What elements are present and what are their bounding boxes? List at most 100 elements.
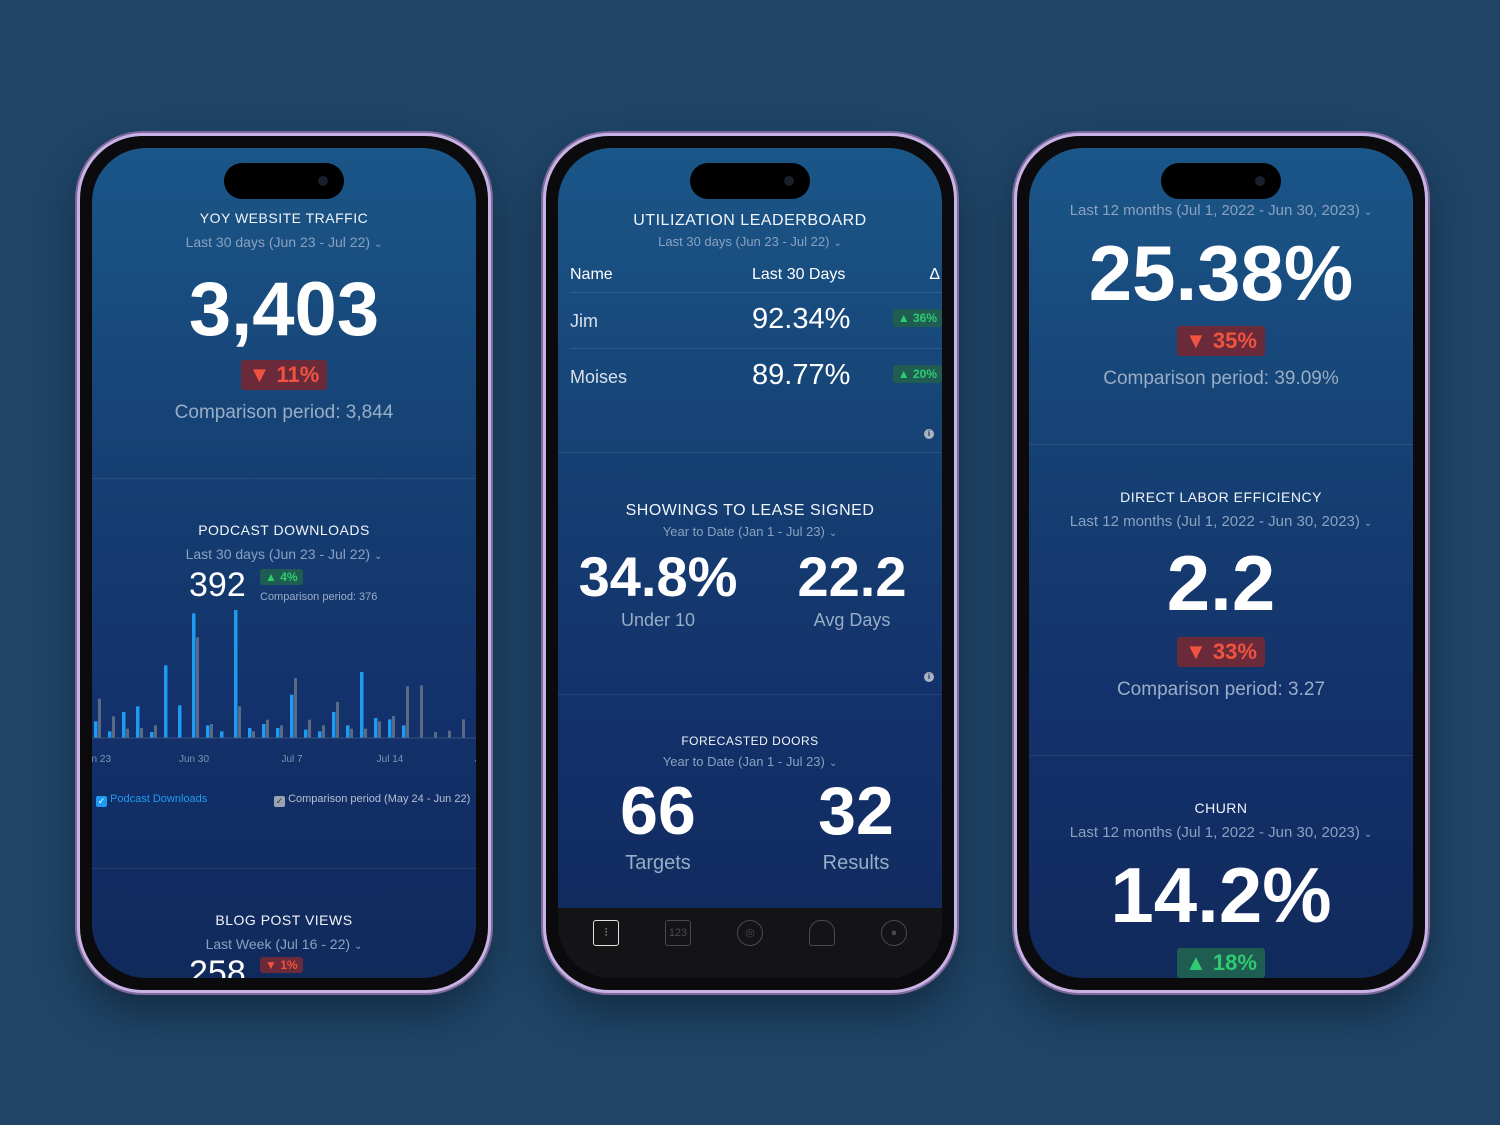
metric-value: 392 (189, 566, 246, 604)
date-range-dropdown[interactable]: Last 30 days (Jun 23 - Jul 22) ⌄ (558, 234, 942, 249)
comparison-bar (448, 730, 451, 738)
comparison-bar (196, 637, 199, 738)
row-name: Jim (570, 311, 598, 331)
chevron-down-icon: ⌄ (374, 239, 383, 250)
profile-icon[interactable]: ● (881, 920, 907, 946)
date-range-label: Last Week (Jul 16 - 22) (205, 936, 351, 952)
metric-value: 34.8% (578, 545, 738, 608)
goal-icon[interactable]: ◎ (737, 920, 763, 946)
change-badge: ▲ 4% (260, 569, 303, 585)
date-range-label: Last 30 days (Jun 23 - Jul 22) (185, 234, 371, 250)
x-tick-label: Jun 30 (179, 754, 209, 765)
metric-label: Avg Days (813, 610, 891, 630)
series-bar (136, 706, 140, 738)
series-bar (178, 705, 182, 738)
phone-1: YOY WEBSITE TRAFFIC Last 30 days (Jun 23… (77, 133, 491, 993)
bottom-tab-bar: ⫶ 123 ◎ ● (558, 908, 942, 978)
comparison-bar (210, 724, 213, 738)
comparison-bar (420, 685, 423, 738)
widget-title: PODCAST DOWNLOADS (198, 522, 370, 538)
series-bar (318, 731, 322, 738)
numbers-icon[interactable]: 123 (665, 920, 691, 946)
comparison-bar (112, 716, 115, 738)
date-range-dropdown[interactable]: Last 30 days (Jun 23 - Jul 22) ⌄ (92, 546, 476, 562)
date-range-dropdown[interactable]: Last Week (Jul 16 - 22) ⌄ (92, 936, 476, 952)
comparison-bar (378, 721, 381, 738)
metric-value: 22.2 (797, 545, 907, 608)
phone-3-screen: Last 12 months (Jul 1, 2022 - Jun 30, 20… (1029, 148, 1413, 978)
change-badge: ▲ 36% (892, 309, 942, 327)
divider (92, 868, 476, 869)
date-range-dropdown[interactable]: Year to Date (Jan 1 - Jul 23) ⌄ (558, 524, 942, 539)
date-range-dropdown[interactable]: Last 12 months (Jul 1, 2022 - Jun 30, 20… (1029, 824, 1413, 841)
change-badge: ▼ 33% (1177, 637, 1265, 667)
phone-3: Last 12 months (Jul 1, 2022 - Jun 30, 20… (1014, 133, 1428, 993)
series-bar (304, 729, 308, 738)
legend-label: Comparison period (May 24 - Jun 22) (288, 793, 471, 805)
date-range-label: Year to Date (Jan 1 - Jul 23) (662, 524, 825, 539)
checkbox-icon[interactable]: ✓ (96, 796, 107, 807)
legend-item-series[interactable]: ✓ Podcast Downloads (96, 793, 207, 807)
comparison-bar (350, 728, 353, 738)
date-range-label: Year to Date (Jan 1 - Jul 23) (662, 754, 825, 769)
widget-title: BLOG POST VIEWS (215, 912, 353, 928)
metric-value: 258 (189, 954, 246, 978)
comparison-bar (434, 732, 437, 738)
dashboard-icon[interactable]: ⫶ (593, 920, 619, 946)
column-header-delta: Δ (929, 266, 940, 283)
series-bar (262, 724, 266, 738)
date-range-dropdown[interactable]: Last 30 days (Jun 23 - Jul 22) ⌄ (92, 234, 476, 250)
date-range-label: Last 30 days (Jun 23 - Jul 22) (185, 546, 371, 562)
series-bar (164, 665, 168, 738)
widget-title: CHURN (1194, 800, 1248, 816)
x-tick-label: Jul 14 (377, 754, 404, 765)
bell-icon[interactable] (809, 920, 835, 946)
row-value: 89.77% (752, 359, 851, 391)
comparison-text: Comparison period: 3,844 (174, 402, 394, 423)
change-badge: ▲ 20% (892, 365, 942, 383)
phone-2-screen: UTILIZATION LEADERBOARD Last 30 days (Ju… (558, 148, 942, 978)
date-range-dropdown[interactable]: Year to Date (Jan 1 - Jul 23) ⌄ (558, 754, 942, 769)
date-range-label: Last 12 months (Jul 1, 2022 - Jun 30, 20… (1069, 824, 1360, 841)
comparison-bar (140, 728, 143, 738)
divider (1029, 755, 1413, 756)
checkbox-icon[interactable]: ✓ (274, 796, 285, 807)
widget-title: YOY WEBSITE TRAFFIC (199, 210, 369, 226)
table-row[interactable]: Jim 92.34% ▲ 36% (570, 292, 942, 348)
divider (92, 478, 476, 479)
x-tick-label: Jun 23 (92, 754, 111, 765)
metric-value: 32 (818, 773, 894, 849)
metric-label: Under 10 (620, 610, 696, 630)
chevron-down-icon: ⌄ (374, 551, 383, 562)
info-icon[interactable]: i (924, 429, 934, 439)
date-range-dropdown[interactable]: Last 12 months (Jul 1, 2022 - Jun 30, 20… (1029, 202, 1413, 219)
series-bar (248, 728, 252, 738)
legend-item-comparison[interactable]: ✓ Comparison period (May 24 - Jun 22) (274, 793, 470, 807)
chevron-down-icon: ⌄ (828, 528, 838, 539)
date-range-label: Last 30 days (Jun 23 - Jul 22) (658, 234, 830, 249)
date-range-dropdown[interactable]: Last 12 months (Jul 1, 2022 - Jun 30, 20… (1029, 513, 1413, 530)
comparison-bar (308, 719, 311, 738)
series-bar (360, 672, 364, 738)
comparison-bar (238, 706, 241, 738)
comparison-text: Comparison period: 3.27 (1116, 679, 1326, 700)
metric-label: Targets (625, 852, 691, 874)
legend-label: Podcast Downloads (110, 793, 208, 805)
chevron-down-icon: ⌄ (1363, 518, 1373, 529)
change-badge: ▼ 11% (240, 360, 328, 390)
widget-title: UTILIZATION LEADERBOARD (633, 212, 867, 229)
widget-title: FORECASTED DOORS (681, 734, 819, 748)
comparison-bar (462, 719, 465, 738)
dynamic-island (224, 163, 344, 199)
series-bar (122, 712, 126, 738)
chevron-down-icon: ⌄ (354, 941, 363, 952)
metric-value: 14.2% (1110, 851, 1332, 939)
divider (558, 452, 942, 453)
date-range-label: Last 12 months (Jul 1, 2022 - Jun 30, 20… (1069, 202, 1360, 219)
series-bar (346, 725, 350, 738)
info-icon[interactable]: i (924, 672, 934, 682)
comparison-bar (98, 698, 101, 738)
table-row[interactable]: Moises 89.77% ▲ 20% (570, 348, 942, 404)
chevron-down-icon: ⌄ (828, 758, 838, 769)
comparison-bar (322, 725, 325, 738)
